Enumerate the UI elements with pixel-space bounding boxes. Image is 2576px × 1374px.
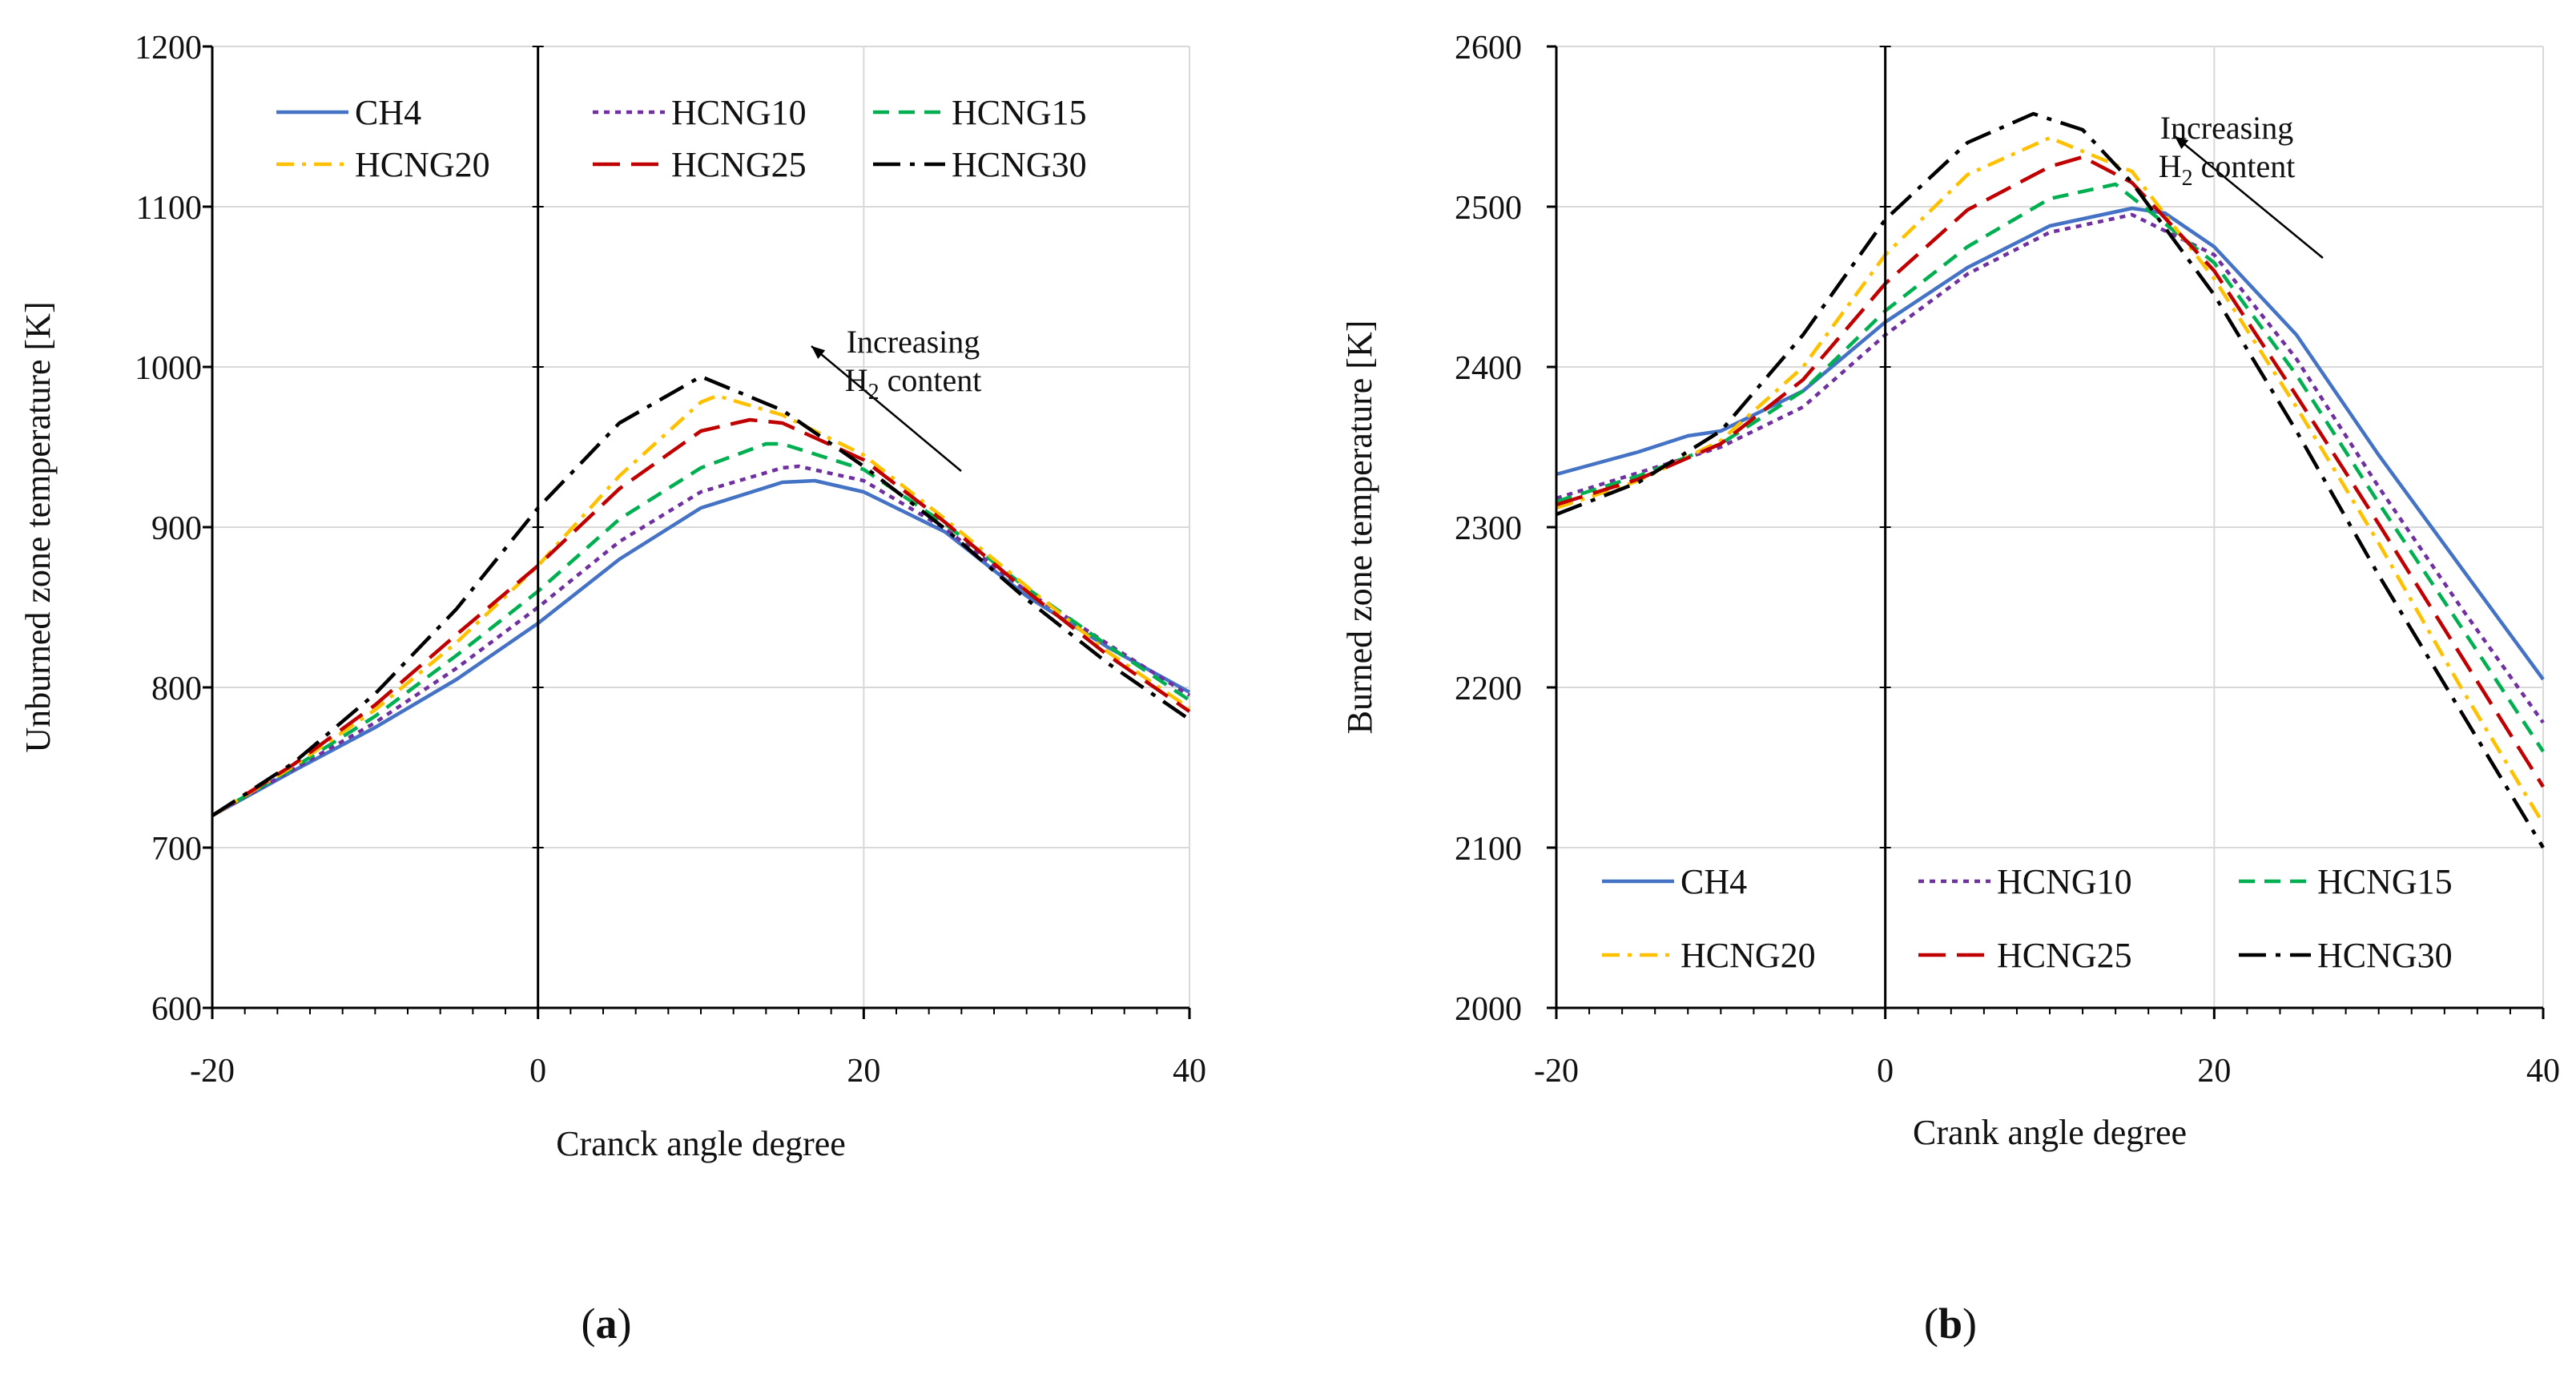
y-tick-label: 2600 xyxy=(1455,30,1522,66)
y-tick-label: 2100 xyxy=(1455,831,1522,868)
y-tick-label: 1000 xyxy=(135,350,202,387)
annotation-text-line1: Increasing xyxy=(2160,110,2294,146)
x-tick-label: 0 xyxy=(1877,1053,1894,1090)
series-line-hcng25 xyxy=(1556,155,2545,788)
legend-label-hcng30: HCNG30 xyxy=(952,145,1087,184)
panel-paren: ) xyxy=(618,1299,632,1348)
chart-panel-a: 600 700 800 900 1000 1100 1200 -20 0 20 40 Cranck a… xyxy=(18,30,1206,1348)
x-axis-title: Cranck angle degree xyxy=(556,1124,846,1163)
annotation-h: H xyxy=(2159,148,2182,184)
y-tick-label: 600 xyxy=(151,991,202,1028)
annotation-h: H xyxy=(845,362,868,398)
series-line-hcng20 xyxy=(1556,135,2545,825)
x-tick-label: 20 xyxy=(2197,1053,2231,1090)
series-line-hcng20 xyxy=(211,393,1191,817)
x-tick-label: 40 xyxy=(1173,1053,1206,1090)
x-tick-label: 0 xyxy=(529,1053,546,1090)
y-tick-label: 1200 xyxy=(135,30,202,66)
legend-label-hcng30: HCNG30 xyxy=(2317,936,2453,975)
y-axis-title: Burned zone temperature [K] xyxy=(1340,320,1379,735)
series-line-hcng30 xyxy=(211,374,1191,817)
panel-letter: a xyxy=(596,1299,618,1348)
annotation-text-line2: H2 content xyxy=(2159,148,2296,191)
annotation-text-line1: Increasing xyxy=(847,324,980,360)
y-tick-label: 2000 xyxy=(1455,991,1522,1028)
panel-label: (b) xyxy=(1924,1299,1977,1348)
panel-paren: ) xyxy=(1962,1299,1977,1348)
y-tick-label: 1100 xyxy=(136,190,202,227)
panel-letter: b xyxy=(1938,1299,1962,1348)
panel-paren: ( xyxy=(582,1299,596,1348)
series-line-hcng30 xyxy=(1556,111,2545,849)
y-tick-label: 800 xyxy=(151,671,202,707)
series-line-ch4 xyxy=(211,478,1191,817)
y-tick-label: 700 xyxy=(151,831,202,868)
x-tick-label: 20 xyxy=(847,1053,880,1090)
chart-panel-b: 2000 2100 2200 2300 2400 2500 2600 -20 0 20 40 Cran… xyxy=(1340,30,2560,1348)
y-tick-label: 2400 xyxy=(1455,350,1522,387)
legend-label-hcng20: HCNG20 xyxy=(1680,936,1816,975)
annotation-suffix: content xyxy=(2193,148,2296,184)
annotation-arrowhead xyxy=(811,346,826,360)
legend-label-hcng10: HCNG10 xyxy=(671,93,807,132)
series-line-hcng15 xyxy=(1556,182,2545,753)
x-tick-label: -20 xyxy=(190,1053,235,1090)
legend-label-ch4: CH4 xyxy=(1680,862,1747,901)
legend-label-hcng15: HCNG15 xyxy=(2317,862,2453,901)
x-tick-label: 40 xyxy=(2526,1053,2560,1090)
annotation-text-line2: H2 content xyxy=(845,362,982,405)
series-line-hcng25 xyxy=(211,417,1191,817)
y-tick-label: 2300 xyxy=(1455,510,1522,547)
annotation-arrow xyxy=(2174,135,2324,259)
y-tick-label: 2200 xyxy=(1455,671,1522,707)
annotation-arrowhead xyxy=(2175,136,2189,149)
legend-label-hcng25: HCNG25 xyxy=(1997,936,2132,975)
x-axis-title: Crank angle degree xyxy=(1913,1113,2187,1152)
series-line-hcng10 xyxy=(1556,212,2545,724)
panel-paren: ( xyxy=(1924,1299,1938,1348)
series-line-hcng15 xyxy=(211,441,1191,817)
legend-label-ch4: CH4 xyxy=(355,93,421,132)
x-tick-label: -20 xyxy=(1534,1053,1579,1090)
series-line-ch4 xyxy=(1556,206,2545,681)
y-tick-label: 2500 xyxy=(1455,190,1522,227)
legend-label-hcng10: HCNG10 xyxy=(1997,862,2132,901)
annotation-subscript: 2 xyxy=(868,380,879,405)
legend-label-hcng15: HCNG15 xyxy=(952,93,1087,132)
series-line-hcng10 xyxy=(211,464,1191,817)
annotation-subscript: 2 xyxy=(2182,166,2193,191)
legend-label-hcng20: HCNG20 xyxy=(355,145,490,184)
y-axis-title: Unburned zone temperature [K] xyxy=(18,301,58,752)
legend-label-hcng25: HCNG25 xyxy=(671,145,807,184)
annotation-suffix: content xyxy=(879,362,982,398)
annotation-arrow xyxy=(811,345,962,472)
panel-label: (a) xyxy=(582,1299,632,1348)
y-tick-label: 900 xyxy=(151,510,202,547)
